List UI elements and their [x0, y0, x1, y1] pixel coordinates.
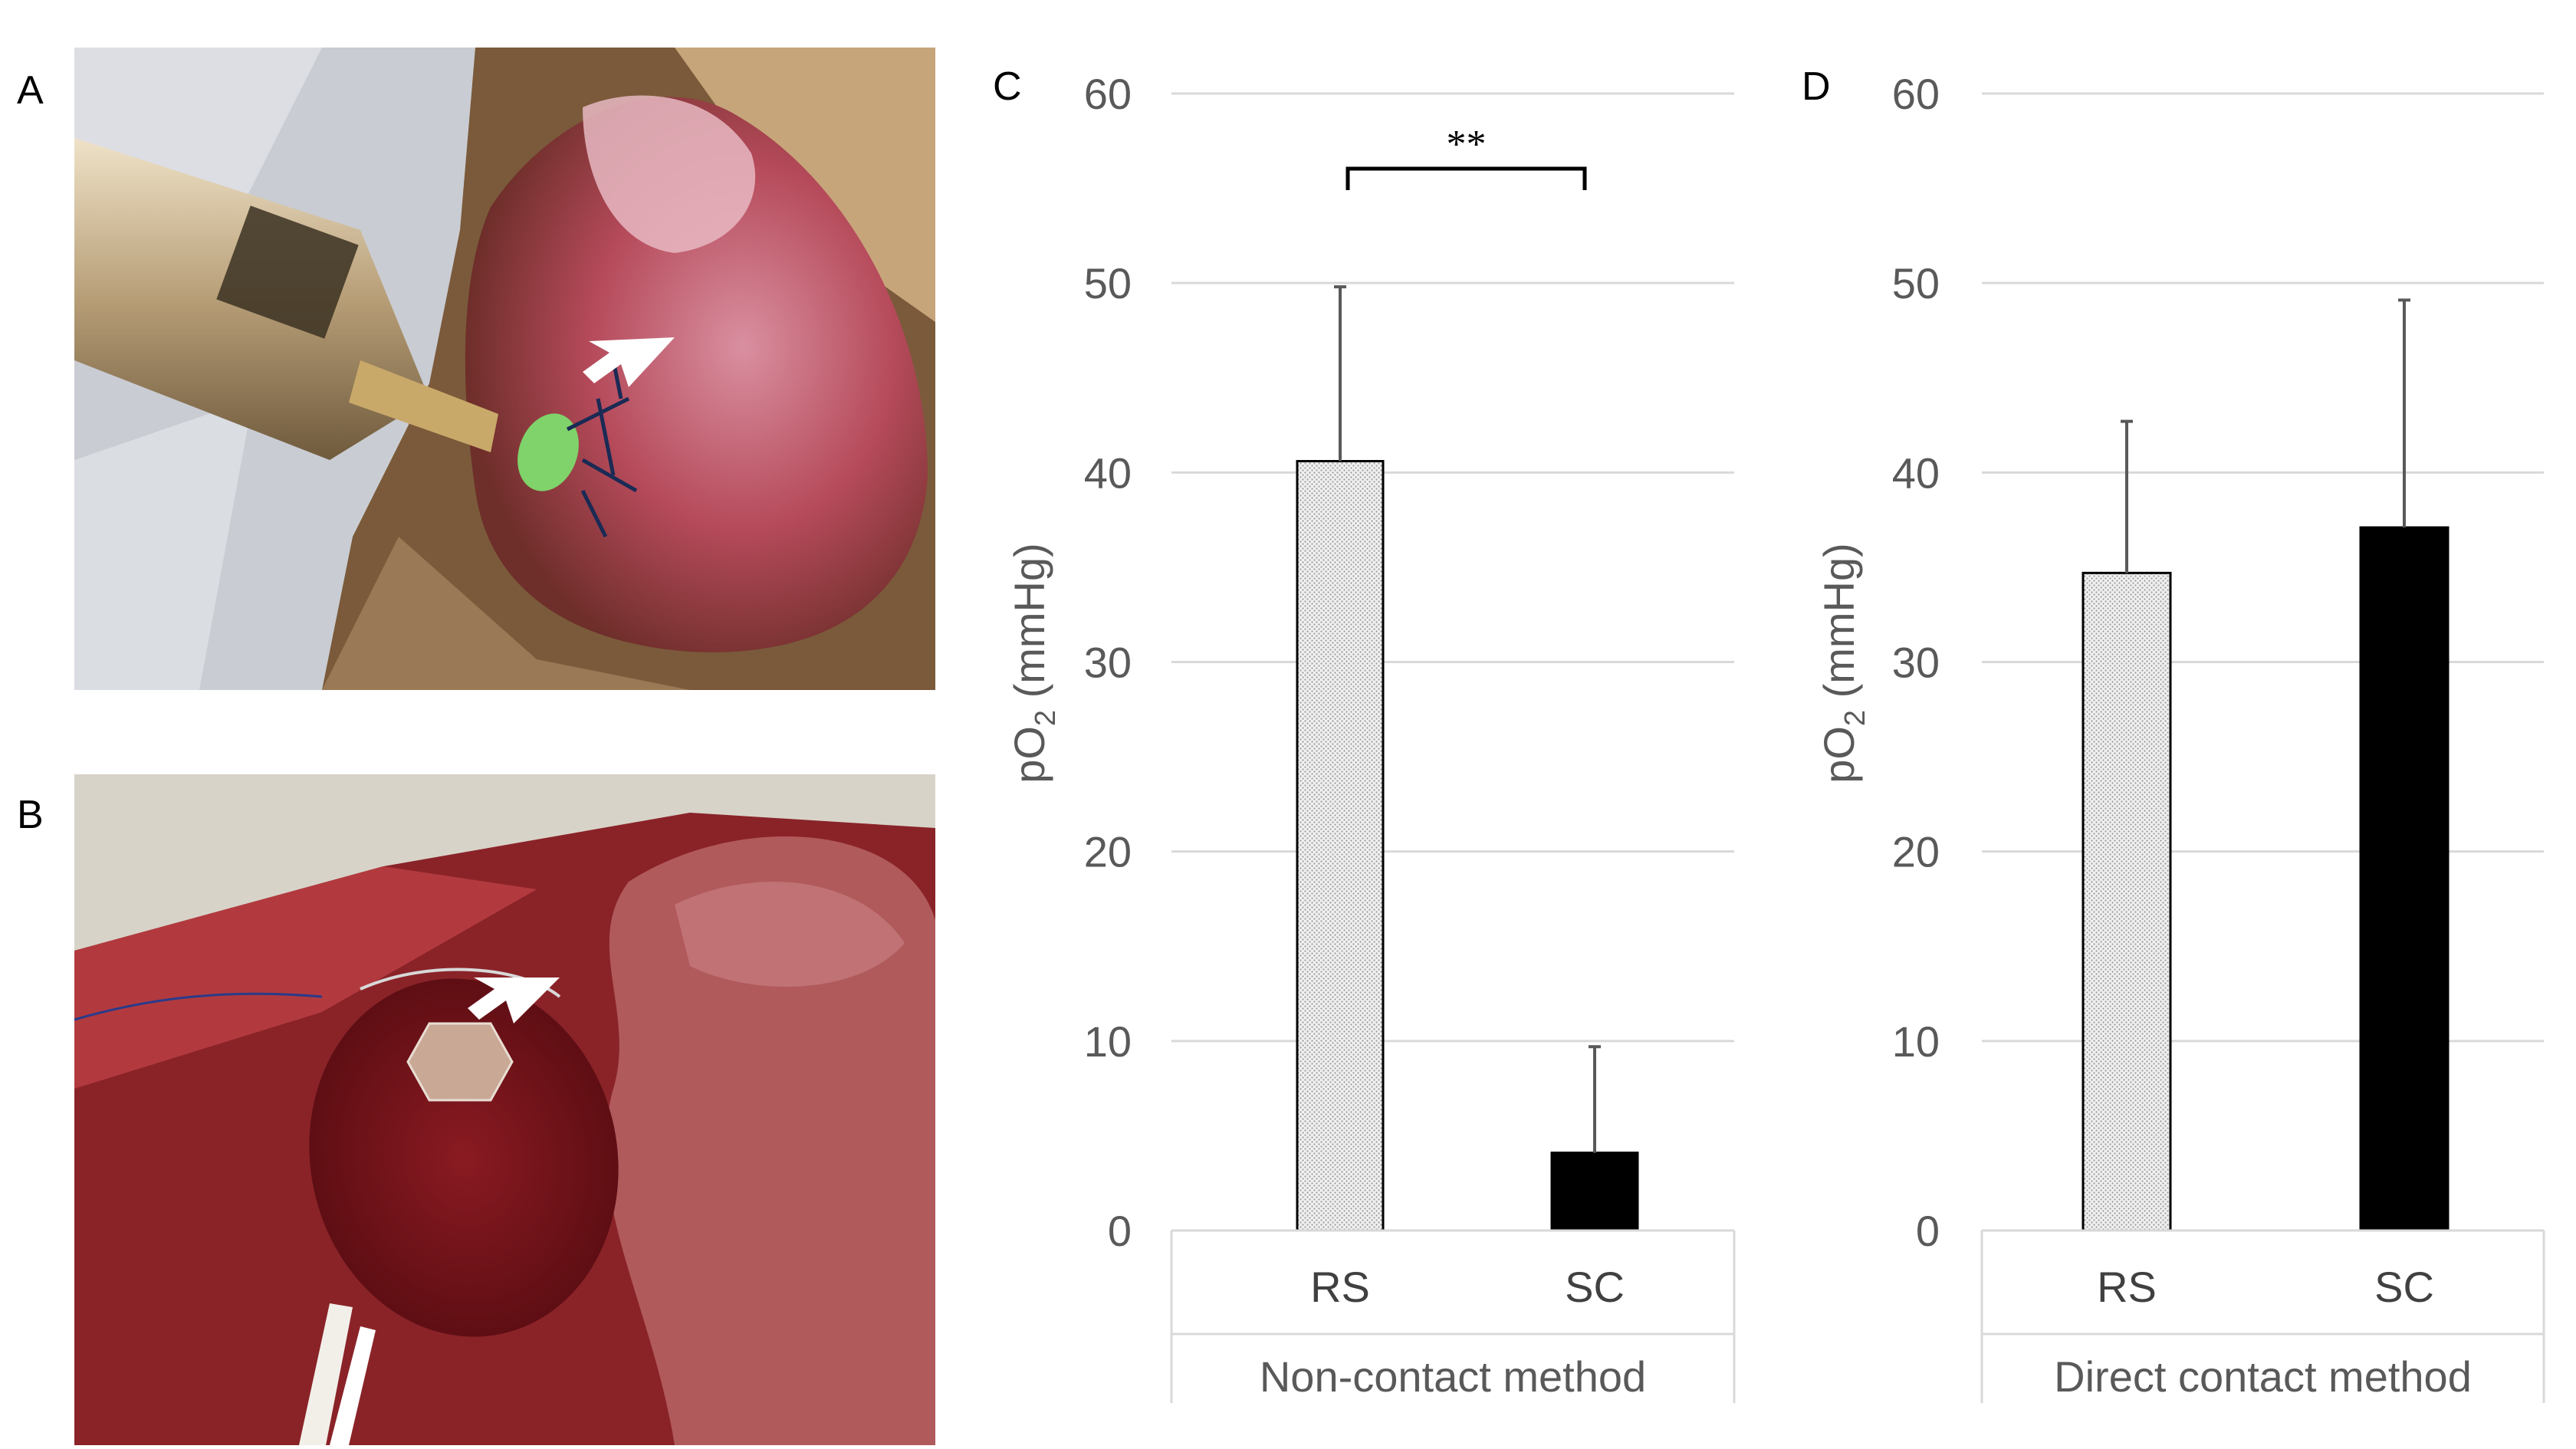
y-tick-label: 20 [1084, 828, 1132, 876]
chart-d-category-sc: SC [2374, 1263, 2434, 1311]
chart-d-bars [2082, 526, 2450, 1232]
panel-letter-a: A [17, 68, 44, 113]
y-tick-label: 50 [1892, 259, 1940, 307]
chart-c-category-box [1170, 1229, 1736, 1403]
chart-d-y-axis-label: pO2 (mmHg) [1815, 543, 1871, 784]
panel-letter-b: B [17, 793, 44, 837]
chart-c-significance-label: ** [1447, 123, 1487, 166]
y-tick-label: 20 [1892, 828, 1940, 876]
chart-c-bars [1296, 460, 1639, 1232]
y-tick-label: 50 [1084, 259, 1132, 307]
chart-d-error-bars [2121, 298, 2410, 573]
chart-d-y-ticks: 0 10 20 30 40 50 60 [1892, 70, 1940, 1255]
chart-c-significance-bracket [1346, 166, 1587, 190]
bar-sc [2359, 526, 2450, 1232]
chart-d-gridlines [1982, 92, 2544, 1043]
y-tick-label: 60 [1892, 70, 1940, 118]
y-tick-label: 30 [1892, 639, 1940, 687]
y-tick-label: 60 [1084, 70, 1132, 118]
y-tick-label: 30 [1084, 639, 1132, 687]
y-tick-label: 10 [1892, 1017, 1940, 1066]
significance-bracket [1346, 166, 1587, 190]
chart-c-error-bars [1334, 285, 1601, 1153]
y-tick-label: 40 [1892, 449, 1940, 497]
y-tick-label: 40 [1084, 449, 1132, 497]
bar-sc [1550, 1152, 1639, 1232]
chart-c-y-ticks: 0 10 20 30 40 50 60 [1084, 70, 1132, 1255]
chart-c-y-axis-label: pO2 (mmHg) [1005, 543, 1062, 784]
photo-a [74, 48, 935, 690]
chart-d-category-box [1980, 1229, 2545, 1403]
chart-d: 0 10 20 30 40 50 60 pO2 (mmHg) RS SC Direct co… [1815, 70, 2545, 1403]
chart-c: 0 10 20 30 40 50 60 pO2 (mmHg) RS SC Non-conta… [1005, 70, 1736, 1403]
chart-d-group-label: Direct contact method [2054, 1352, 2472, 1401]
panel-letter-d: D [1802, 64, 1831, 109]
chart-c-gridlines [1171, 92, 1734, 1043]
photo-b [74, 774, 935, 1445]
y-tick-label: 0 [1108, 1207, 1132, 1255]
panel-letter-c: C [993, 64, 1022, 109]
bar-rs [1296, 460, 1385, 1232]
y-tick-label: 10 [1084, 1017, 1132, 1066]
chart-c-category-rs: RS [1310, 1263, 1370, 1311]
chart-d-category-rs: RS [2097, 1263, 2157, 1311]
chart-c-category-sc: SC [1565, 1263, 1625, 1311]
chart-c-group-label: Non-contact method [1260, 1352, 1646, 1401]
y-tick-label: 0 [1916, 1207, 1940, 1255]
bar-rs [2082, 571, 2172, 1232]
